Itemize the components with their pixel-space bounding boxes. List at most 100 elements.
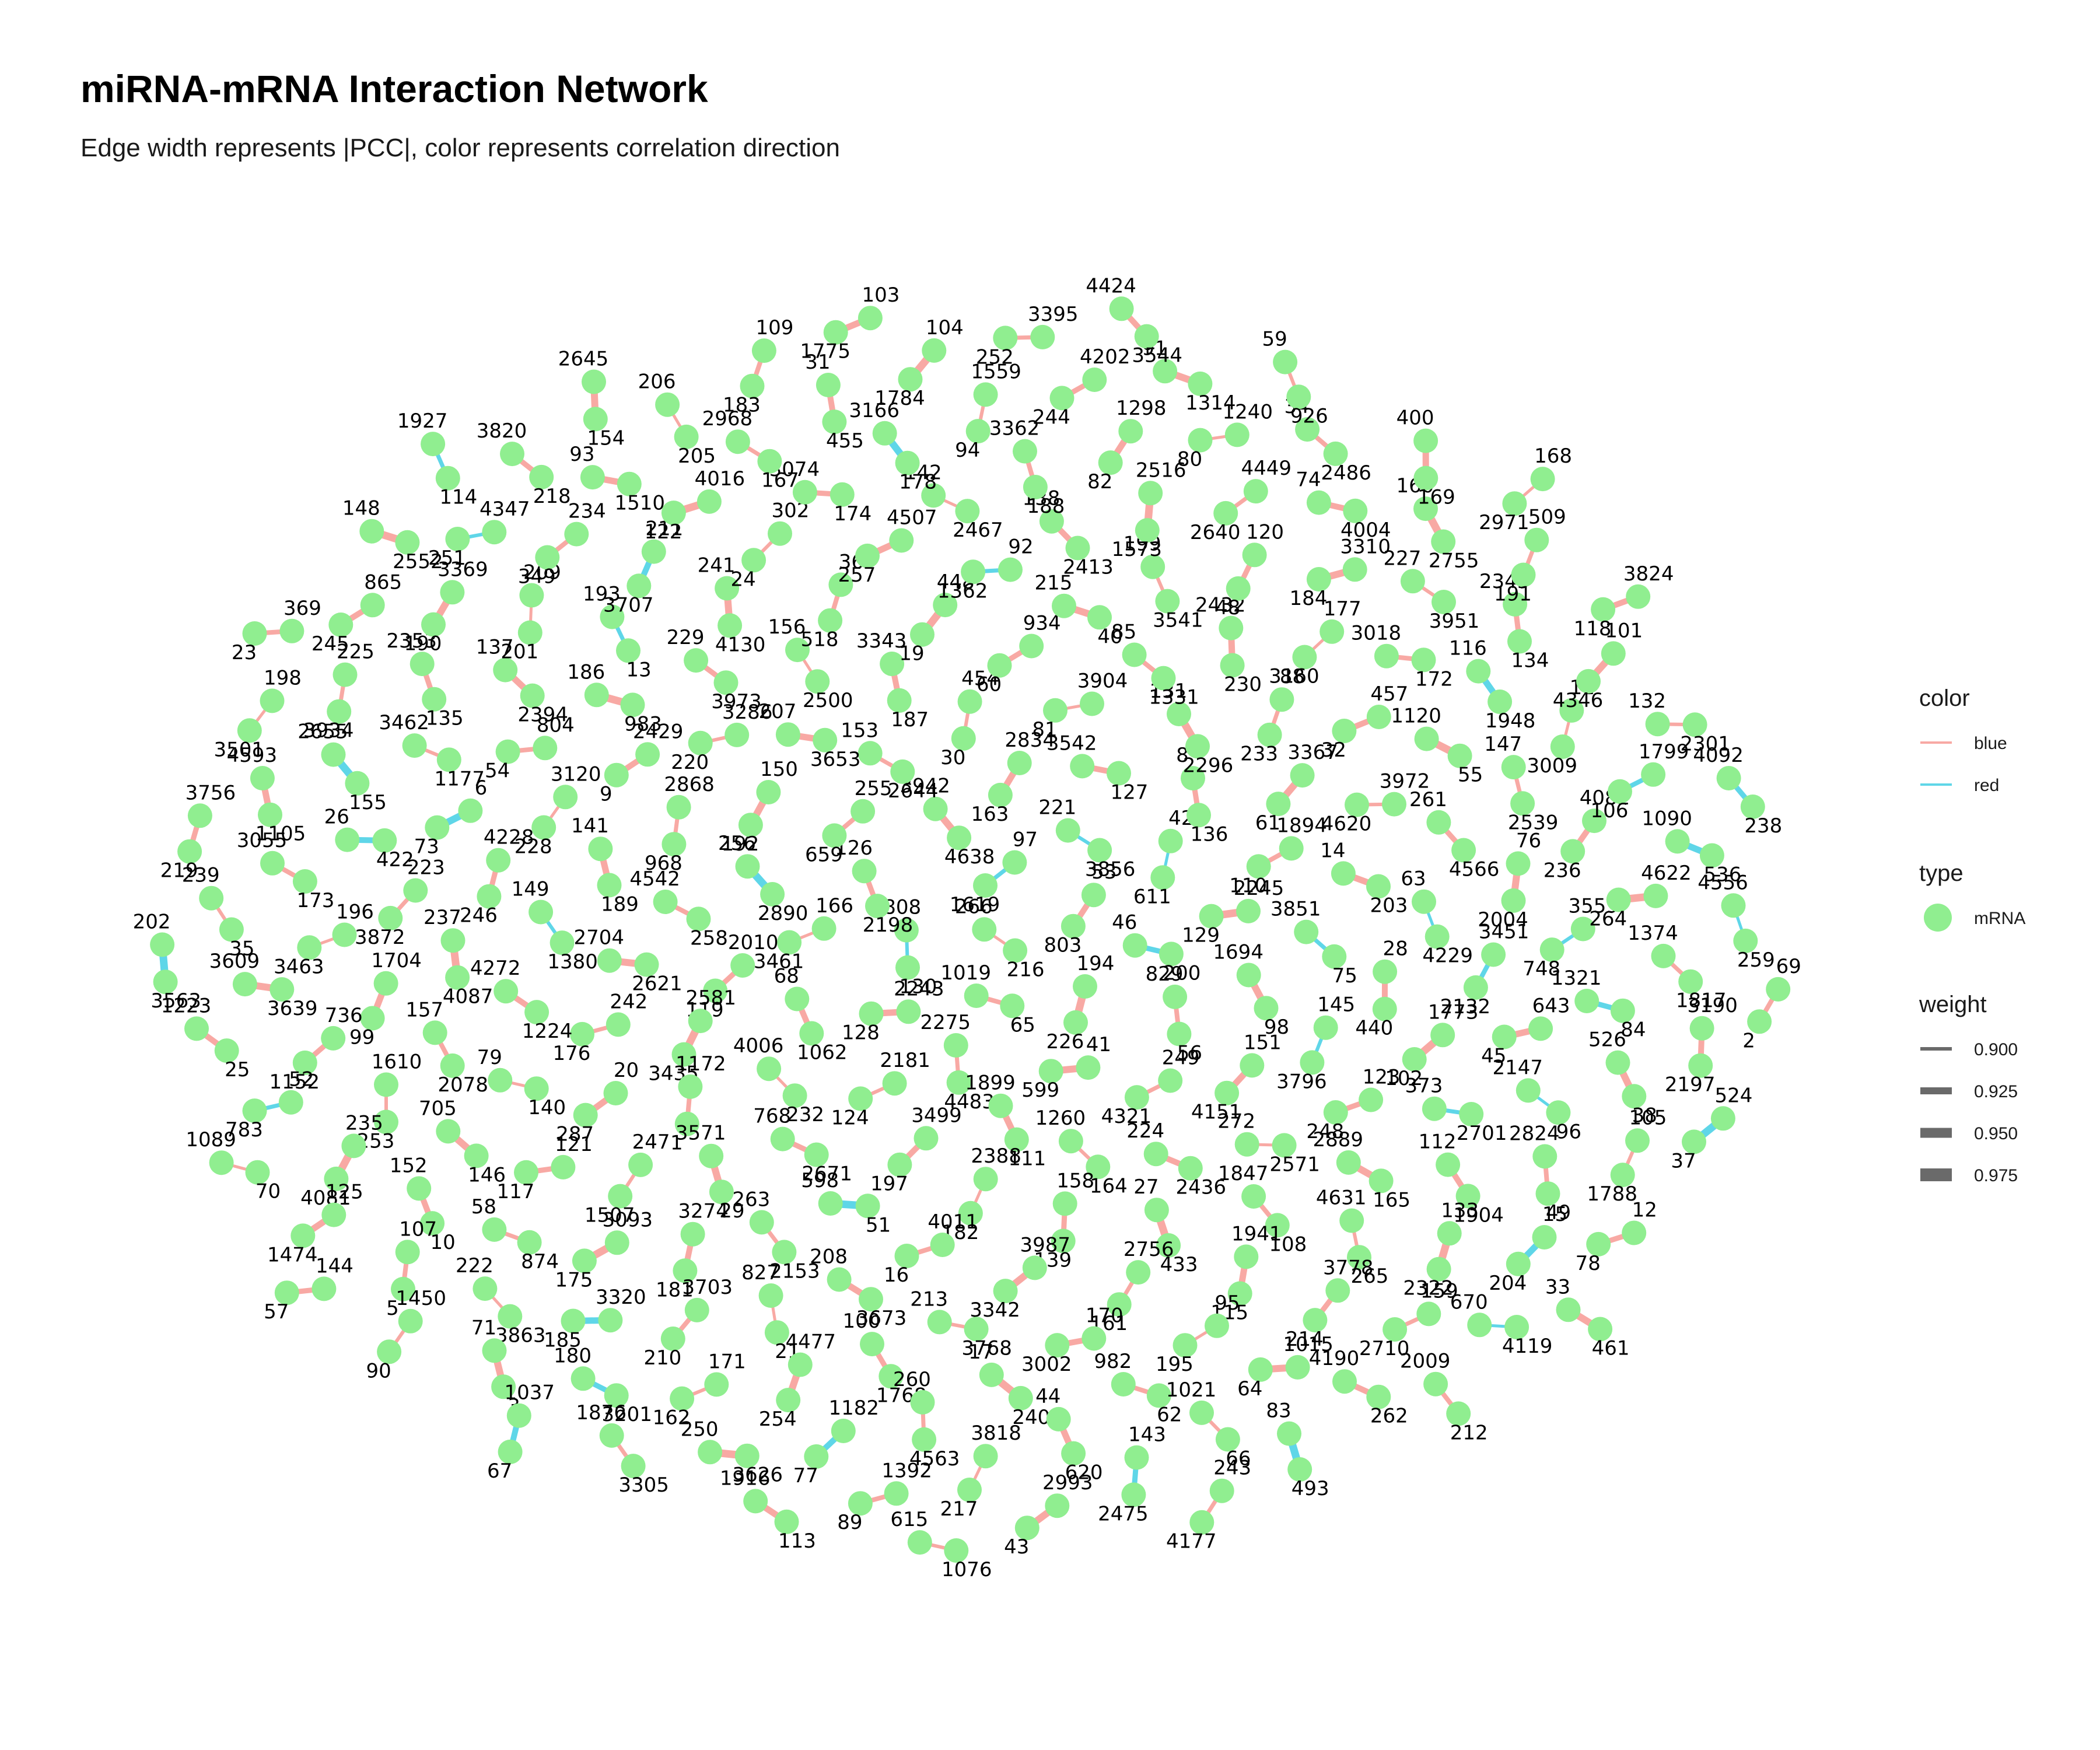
network-node (184, 1016, 209, 1041)
network-node (177, 839, 202, 864)
node-label: 2539 (1508, 811, 1559, 834)
node-label: 1152 (270, 1070, 320, 1094)
network-node (688, 730, 713, 755)
node-label: 1817 (1676, 989, 1727, 1013)
network-node (704, 1372, 729, 1397)
node-label: 2655 (298, 720, 348, 744)
node-label: 44 (1035, 1385, 1060, 1408)
network-node (1463, 975, 1488, 1000)
network-node (964, 1317, 989, 1342)
node-label: 214 (1286, 1328, 1324, 1351)
node-label: 1 (670, 1132, 683, 1155)
network-node (1306, 490, 1331, 515)
node-label: 3639 (267, 997, 318, 1020)
node-label: 64 (1237, 1377, 1262, 1401)
network-node (1372, 996, 1397, 1021)
network-node (979, 1362, 1004, 1387)
network-node (1004, 1127, 1029, 1152)
network-node (1224, 422, 1250, 447)
network-node (445, 527, 470, 551)
node-label: 5 (386, 1297, 399, 1320)
network-node (1070, 754, 1095, 779)
node-label: 1904 (1453, 1203, 1504, 1227)
network-node (1528, 1016, 1553, 1041)
network-node (670, 1386, 695, 1411)
network-node (582, 369, 606, 394)
node-label: 1314 (1185, 391, 1236, 415)
node-label: 1799 (1639, 740, 1689, 764)
network-node (1214, 1080, 1240, 1105)
node-label: 1076 (942, 1558, 992, 1581)
node-label: 2243 (894, 977, 944, 1000)
node-label: 152 (390, 1154, 428, 1177)
network-node (1220, 653, 1245, 678)
node-label: 241 (698, 554, 736, 578)
network-node (440, 580, 465, 605)
network-node (1292, 645, 1317, 670)
node-label: 509 (1528, 506, 1566, 529)
network-node (1345, 792, 1369, 817)
network-node (1320, 619, 1345, 644)
network-node (621, 1454, 646, 1479)
network-node (724, 722, 750, 747)
node-label: 102 (1385, 1067, 1423, 1090)
node-label: 2198 (863, 914, 914, 937)
node-label: 172 (1415, 667, 1453, 691)
node-label: 369 (284, 597, 321, 620)
network-node (1459, 1102, 1484, 1126)
network-node (1257, 722, 1282, 747)
network-node (422, 687, 447, 712)
node-label: 106 (1591, 799, 1629, 822)
node-label: 207 (758, 700, 796, 723)
legend-type-title: type (1919, 860, 1964, 886)
node-label: 1450 (396, 1287, 446, 1310)
node-label: 215 (1035, 572, 1073, 595)
node-label: 3626 (733, 1464, 783, 1487)
node-label: 3305 (618, 1474, 669, 1497)
node-label: 99 (349, 1026, 374, 1049)
network-node (1510, 791, 1535, 816)
network-node (788, 1352, 813, 1377)
node-label: 3768 (961, 1336, 1012, 1360)
network-node (335, 827, 360, 852)
network-node (858, 306, 883, 331)
node-label: 2868 (664, 773, 715, 796)
network-node (1413, 428, 1438, 453)
network-node (598, 1308, 623, 1333)
network-node (884, 1481, 909, 1506)
node-label: 128 (842, 1021, 880, 1045)
network-node (332, 922, 357, 947)
network-node (1188, 428, 1213, 453)
node-label: 2197 (1665, 1073, 1716, 1097)
network-node (464, 1143, 489, 1168)
node-label: 1899 (965, 1072, 1016, 1095)
node-label: 228 (514, 835, 552, 859)
node-label: 65 (1010, 1013, 1035, 1037)
network-node (520, 683, 545, 708)
network-node (440, 1053, 465, 1078)
node-label: 113 (778, 1530, 816, 1553)
network-node (1610, 1163, 1635, 1188)
network-node (944, 1538, 969, 1563)
network-node (153, 970, 178, 995)
node-label: 4556 (1698, 871, 1748, 894)
node-label: 77 (793, 1464, 818, 1488)
network-node (274, 1280, 299, 1306)
network-node (1506, 851, 1531, 876)
node-label: 611 (1133, 885, 1171, 908)
network-node (435, 466, 460, 491)
network-node (965, 419, 991, 444)
network-node (377, 1339, 402, 1364)
node-label: 3462 (379, 711, 429, 734)
network-node (673, 1258, 698, 1283)
network-node (494, 979, 519, 1004)
node-label: 1610 (372, 1050, 422, 1073)
network-node (528, 900, 554, 925)
network-node (822, 823, 847, 848)
node-label: 3395 (1028, 303, 1079, 326)
network-node (514, 1160, 538, 1185)
network-node (345, 771, 370, 796)
node-label: 226 (1046, 1030, 1084, 1054)
network-node (1366, 1384, 1391, 1409)
node-label: 155 (349, 791, 387, 814)
